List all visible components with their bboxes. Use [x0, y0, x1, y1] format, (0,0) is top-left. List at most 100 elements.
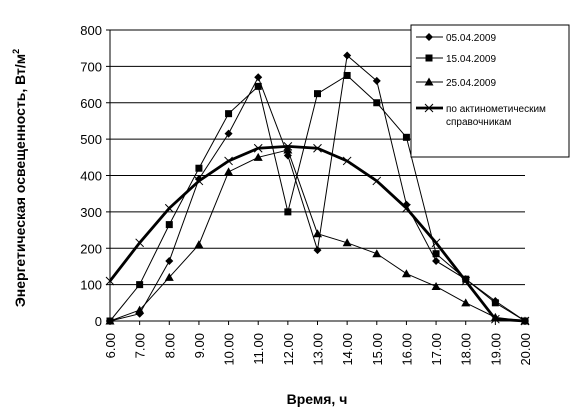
- series-2-point: [401, 269, 411, 278]
- gridlines: [110, 29, 525, 286]
- series-1-point: [284, 208, 292, 216]
- x-tick-label: 19.00: [488, 333, 503, 366]
- x-marker-stroke: [135, 238, 144, 248]
- series-0-point: [372, 76, 381, 85]
- series-2-point: [342, 238, 352, 247]
- series-1-point: [402, 133, 410, 141]
- x-marker-stroke: [313, 143, 322, 153]
- x-tick-label: 13.00: [311, 333, 326, 366]
- series-3-point: [313, 143, 322, 153]
- series-2-point: [135, 305, 145, 314]
- series-1-point: [432, 250, 440, 258]
- x-tick-label: 6.00: [103, 333, 118, 358]
- x-tick-label: 9.00: [192, 333, 207, 358]
- y-tick-label: 100: [80, 278, 102, 293]
- series-1-point: [343, 71, 351, 79]
- series-3-point: [431, 238, 441, 248]
- series-1-point: [491, 299, 499, 307]
- series-2-point: [313, 229, 322, 238]
- series-0-point: [313, 246, 322, 255]
- series-0-point: [224, 129, 233, 138]
- series-3-point: [342, 156, 352, 166]
- y-tick-labels: 0 100 200 300 400 500 600 700 800: [80, 23, 102, 329]
- x-tick-label: 11.00: [251, 333, 266, 365]
- legend-box: [410, 24, 570, 158]
- series-1-point: [314, 90, 321, 98]
- legend-label-3-line2: справочникам: [446, 117, 512, 128]
- x-marker-stroke: [105, 276, 115, 286]
- series-1-point: [254, 82, 262, 90]
- series-3-point: [105, 276, 115, 286]
- x-tick-label: 7.00: [133, 333, 148, 358]
- series-2-point: [224, 167, 234, 176]
- x-tick-label: 8.00: [162, 333, 177, 358]
- x-marker-stroke: [342, 156, 352, 166]
- series-2: [105, 145, 530, 325]
- series-3-point: [224, 156, 233, 166]
- x-marker-stroke: [461, 276, 471, 286]
- x-marker-stroke: [491, 314, 500, 324]
- series-1-point: [225, 110, 233, 118]
- series-0-point: [343, 51, 352, 60]
- series-0-point: [165, 256, 174, 265]
- x-tick-label: 14.00: [340, 333, 355, 366]
- series-1-point: [165, 221, 173, 229]
- legend-marker-0: [425, 33, 433, 41]
- series-3-point: [164, 203, 174, 213]
- series-2-point: [461, 298, 471, 307]
- series-2-point: [372, 249, 382, 258]
- x-marker-stroke: [283, 142, 293, 151]
- y-tick-label: 0: [95, 314, 102, 329]
- series-0-point: [254, 73, 263, 82]
- y-tick-label: 500: [80, 132, 102, 147]
- series-2-point: [253, 152, 263, 161]
- x-tick-label: 12.00: [281, 333, 296, 366]
- y-axis-title: Энергетическая освещенность, Вт/м2: [11, 49, 28, 307]
- x-tick-label: 15.00: [370, 333, 385, 366]
- series-3-point: [520, 316, 530, 326]
- series-1-point: [136, 281, 144, 289]
- x-marker-stroke: [194, 176, 204, 186]
- series-0-point: [432, 256, 441, 265]
- y-tick-label: 400: [80, 169, 102, 184]
- legend-label-2: 25.04.2009: [446, 78, 496, 89]
- y-tick-label: 800: [80, 23, 102, 38]
- x-axis-title: Время, ч: [287, 391, 348, 407]
- x-tick-label: 17.00: [429, 333, 444, 366]
- x-tick-label: 16.00: [399, 333, 414, 366]
- x-tick-label: 10.00: [222, 333, 237, 366]
- series-3-point: [283, 142, 293, 151]
- x-tick-labels: 6.00 7.00 8.00 9.00 10.00 11.00 12.00 13.00 14.0…: [103, 333, 533, 366]
- x-marker-stroke: [224, 156, 233, 166]
- y-tick-label: 600: [80, 96, 102, 111]
- legend-label-1: 15.04.2009: [446, 54, 496, 65]
- series-3: [105, 142, 530, 326]
- series-3-point: [402, 203, 411, 213]
- series-1-point: [195, 164, 203, 172]
- x-marker-stroke: [402, 203, 411, 213]
- x-marker-stroke: [253, 143, 263, 153]
- series-3-point: [135, 238, 144, 248]
- x-tick-label: 18.00: [459, 333, 474, 366]
- series-2-point: [194, 240, 204, 249]
- axes: [106, 29, 526, 325]
- legend: 05.04.2009 15.04.2009 25.04.2009 по актином…: [410, 24, 570, 158]
- series-2-point: [283, 145, 293, 154]
- legend-marker-2: [424, 77, 434, 86]
- series-2-point: [164, 272, 174, 281]
- y-axis-title-superscript: 2: [11, 49, 21, 54]
- x-marker-stroke: [372, 176, 382, 186]
- y-axis-title-main: Энергетическая освещенность, Вт/м: [12, 54, 28, 307]
- x-tick-label: 20.00: [518, 333, 533, 366]
- legend-marker-1: [425, 54, 433, 62]
- y-tick-label: 300: [80, 205, 102, 220]
- y-tick-label: 700: [80, 59, 102, 74]
- x-marker-stroke: [424, 103, 434, 113]
- series-3-point: [194, 176, 204, 186]
- series-3-point: [253, 143, 263, 153]
- legend-label-0: 05.04.2009: [446, 33, 496, 44]
- series-3-point: [372, 176, 382, 186]
- series-1-point: [373, 99, 381, 107]
- x-marker-stroke: [164, 203, 174, 213]
